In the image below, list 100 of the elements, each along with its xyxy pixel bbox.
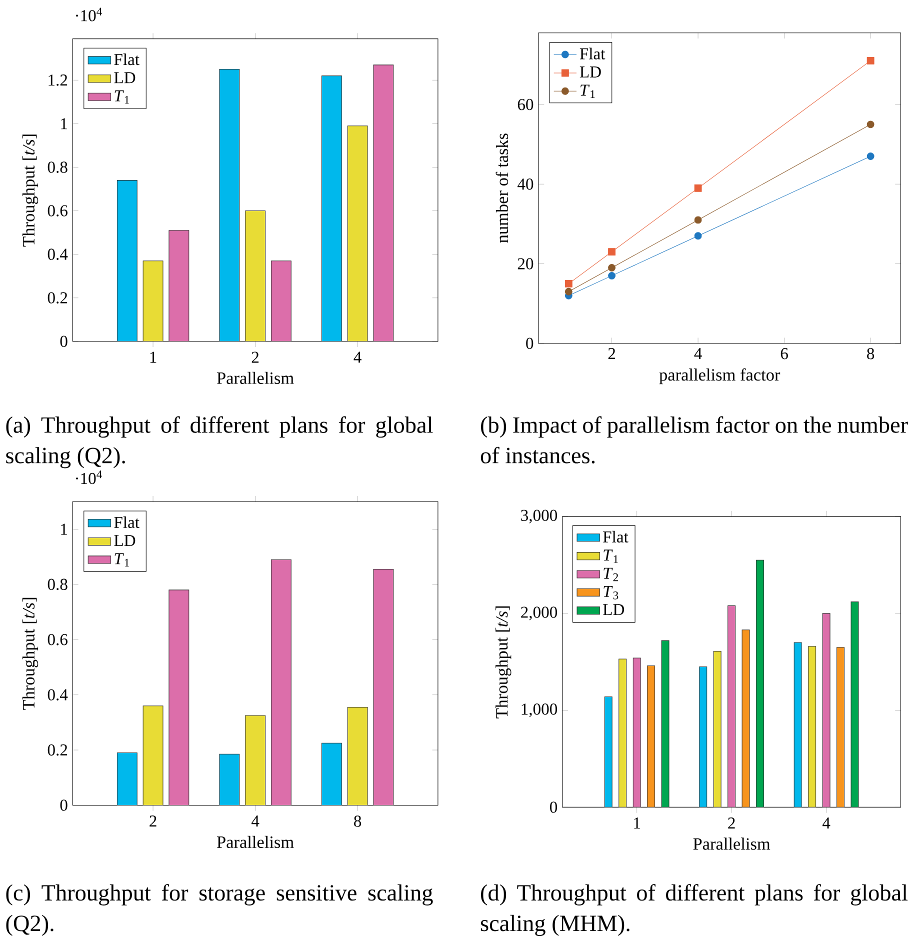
y-tick-label: 0 [526,338,534,349]
bar [850,602,859,808]
text: ·10$^{4}$ [76,470,102,484]
legend-label: Flat [580,48,606,60]
y-tick-label: 60 [518,98,534,110]
bar [271,559,292,806]
legend-label: T$_{1}$ [604,550,618,563]
y-tick-label: 1 [61,118,68,130]
point [694,232,702,240]
point [608,248,616,256]
legend-label: T$_{1}$ [580,84,595,98]
bar [142,260,164,342]
x-tick-label: 4 [252,816,260,826]
text: ·10$^{4}$ [76,8,102,22]
x-tick-label: 4 [354,352,362,363]
bar [347,706,368,806]
legend-label: LD [603,604,624,616]
x-axis-title: Parallelism [693,838,770,850]
x-tick-label: 2 [608,348,616,360]
y-axis-title: Throughput [t/s] [22,598,38,710]
legend-label: Flat [114,516,140,528]
bar [699,666,708,808]
y-tick-label: 0.8 [48,162,68,173]
bar [373,568,394,806]
bar [618,658,627,808]
bar [822,613,830,808]
x-axis-title: Parallelism [217,836,294,848]
bar [728,605,736,808]
bar [604,696,613,808]
point [608,272,616,280]
x-tick-label: 4 [694,348,702,359]
bar [632,658,641,808]
y-tick-label: 0.2 [48,744,68,756]
bar [347,126,368,342]
point [867,120,874,128]
y-tick-label: 0 [60,336,68,347]
legend-label: Flat [114,53,140,66]
legend-label: T$_{1}$ [114,90,130,104]
x-tick-label: 1 [150,352,156,363]
legend-label: T$_{1}$ [114,553,130,567]
bar [117,752,138,806]
y-axis-title: Throughput [t/s] [496,606,512,718]
point [565,280,573,288]
text: (c) Throughput for storage sensitive scaling (Q2). [6,884,433,936]
text: (d) Throughput of different plans for global scaling (MHM). [481,884,908,936]
x-tick-label: 1 [634,818,640,829]
bar [271,260,292,342]
y-tick-label: 0.6 [48,634,68,646]
bar [168,230,190,342]
legend-label: T$_{3}$ [604,586,618,600]
point [694,184,702,192]
bar [117,180,138,342]
y-tick-label: 0.4 [48,248,68,260]
bar [756,560,764,808]
bar [142,706,164,806]
x-tick-label: 8 [354,816,362,827]
point [565,288,573,296]
bar [322,76,342,342]
x-tick-label: 6 [781,348,788,360]
y-tick-label: 0.4 [48,689,68,700]
bar [245,210,266,342]
y-tick-label: 1 [61,524,68,535]
y-tick-label: 0.2 [48,292,68,304]
bar [245,715,266,806]
x-tick-label: 2 [728,818,735,829]
bar [661,640,670,808]
bar [219,69,240,342]
x-axis-title: Parallelism [217,372,294,384]
y-axis-title: Throughput [t/s] [22,134,38,247]
bar [373,64,394,342]
y-tick-label: 1.2 [48,74,68,86]
legend-label: LD [580,66,602,78]
bar [322,742,342,806]
legend-label: LD [114,72,136,84]
bar [742,630,750,808]
point [867,152,874,160]
bar [794,642,802,808]
point [867,57,874,64]
y-tick-label: 0 [550,802,558,813]
text: (b) Impact of parallelism factor on the number of instances. [481,416,908,464]
y-tick-label: 0 [60,800,68,811]
y-tick-label: 1,000 [522,704,558,718]
y-tick-label: 0.8 [48,578,68,590]
x-tick-label: 2 [252,352,259,363]
point [608,264,616,272]
bar [836,647,845,808]
x-tick-label: 8 [867,348,874,360]
y-tick-label: 0.6 [48,205,68,216]
bar [808,646,816,808]
bar [219,754,240,806]
legend-label: Flat [603,530,628,543]
text: (a) Throughput of different plans for global scaling (Q2). [6,416,433,468]
y-tick-label: 20 [518,258,534,270]
bar [647,665,656,808]
point [694,216,702,224]
legend-label: T$_{2}$ [604,568,618,582]
y-tick-label: 40 [518,178,534,190]
bar [168,590,190,806]
y-tick-label: 2,000 [521,606,558,620]
y-axis-title: number of tasks [496,134,508,243]
